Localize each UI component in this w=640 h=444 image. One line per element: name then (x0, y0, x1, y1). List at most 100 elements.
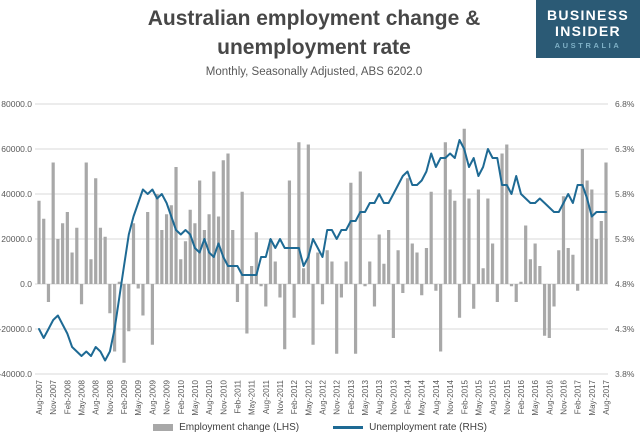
x-axis-tick-label: Nov-2011 (276, 379, 285, 414)
x-axis-tick-label: Aug-2016 (545, 379, 554, 414)
x-axis-tick-label: Aug-2012 (319, 379, 328, 414)
employment-change-bar (453, 200, 457, 284)
right-axis-tick-label: 5.8% (615, 189, 635, 199)
employment-change-bar (330, 261, 334, 284)
x-axis-tick-label: May-2014 (418, 379, 427, 415)
employment-change-bar (98, 227, 103, 284)
employment-change-bar (472, 284, 476, 309)
x-axis-tick-label: May-2009 (134, 379, 143, 415)
x-axis-tick-label: Aug-2014 (432, 379, 441, 414)
left-axis-tick-label: -20000.0 (0, 324, 32, 334)
employment-change-bar (401, 284, 405, 293)
left-axis-tick-label: 20000.0 (1, 234, 32, 244)
employment-change-bar (358, 171, 362, 284)
employment-change-bar (268, 239, 273, 284)
employment-change-bar (519, 281, 523, 284)
employment-change-bar (306, 144, 310, 284)
employment-change-bar (94, 178, 98, 284)
employment-change-bar (410, 243, 414, 284)
x-axis-tick-label: Feb-2014 (404, 379, 413, 414)
employment-change-bar (339, 284, 343, 298)
employment-change-bar (372, 284, 377, 307)
right-axis-tick-label: 5.3% (615, 234, 635, 244)
employment-change-bar (382, 263, 386, 284)
employment-change-bar (174, 167, 178, 284)
employment-change-bar (396, 250, 400, 284)
employment-change-bar (420, 284, 424, 296)
employment-change-bar (580, 149, 584, 284)
employment-change-bar (443, 142, 447, 284)
employment-change-bar (457, 284, 462, 318)
left-axis-tick-label: 40000.0 (1, 189, 32, 199)
x-axis-tick-label: Aug-2015 (489, 379, 498, 414)
bar-series-swatch-icon (153, 424, 174, 431)
employment-change-bar (127, 284, 131, 332)
employment-change-bar (405, 178, 410, 284)
employment-change-bar (231, 230, 235, 284)
x-axis-tick-label: May-2017 (588, 379, 597, 415)
employment-change-bar (61, 223, 65, 284)
employment-change-bar (254, 232, 258, 284)
employment-change-bar (278, 284, 282, 298)
employment-change-bar (325, 250, 329, 284)
x-axis-tick-label: Nov-2008 (106, 379, 115, 414)
employment-change-bar (533, 243, 537, 284)
x-axis-tick-label: Feb-2015 (460, 379, 469, 414)
x-axis-tick-label: Feb-2012 (290, 379, 299, 414)
employment-change-bar (75, 227, 79, 284)
page-subtitle: Monthly, Seasonally Adjusted, ABS 6202.0 (205, 66, 423, 78)
x-axis-tick-label: Feb-2011 (233, 379, 242, 413)
logo-text-business: BUSINESS (547, 7, 629, 23)
employment-change-bar (164, 214, 169, 284)
right-axis-tick-label: 4.3% (615, 324, 635, 334)
right-axis-tick-label: 6.3% (615, 144, 635, 154)
employment-change-bar (542, 284, 547, 336)
legend-item-employment-change: Employment change (LHS) (153, 422, 299, 433)
header: Australian employment change & unemploym… (0, 4, 628, 78)
employment-change-bar (70, 252, 74, 284)
employment-change-bar (273, 261, 277, 284)
logo-text-australia: AUSTRALIA (554, 41, 622, 50)
employment-change-bar (509, 284, 514, 287)
employment-change-bar (514, 284, 518, 302)
employment-change-bar (467, 198, 471, 284)
x-axis-tick-label: Aug-2009 (148, 379, 157, 414)
left-axis-tick-label: 0.0 (20, 279, 32, 289)
employment-change-bar (557, 250, 561, 284)
employment-change-bar (141, 284, 145, 316)
x-axis-tick-label: May-2008 (78, 379, 87, 415)
chart-legend: Employment change (LHS) Unemployment rat… (0, 422, 640, 433)
employment-change-bar (56, 239, 60, 284)
x-axis-tick-label: May-2012 (304, 379, 313, 415)
left-axis-tick-label: 60000.0 (1, 144, 32, 154)
unemployment-rate-line (38, 139, 607, 362)
employment-change-bar (245, 284, 249, 334)
employment-change-bar (297, 142, 301, 284)
employment-change-bar (259, 284, 263, 287)
employment-change-bar (524, 225, 528, 284)
right-axis-tick-label: 6.8% (615, 99, 635, 109)
employment-change-bar (37, 200, 41, 284)
employment-change-bar (448, 189, 452, 284)
employment-change-bar (146, 212, 150, 284)
employment-change-bar (89, 259, 93, 284)
employment-change-bar (179, 259, 183, 284)
employment-change-bar (486, 198, 490, 284)
employment-change-bar (476, 189, 481, 284)
employment-change-bar (117, 281, 121, 284)
employment-change-bar (287, 180, 292, 284)
left-axis-tick-label: 80000.0 (1, 99, 32, 109)
business-insider-logo: BUSINESS INSIDER AUSTRALIA (536, 0, 640, 58)
employment-change-bar (547, 284, 551, 338)
employment-change-bar (103, 236, 107, 284)
x-axis-tick-label: Feb-2010 (177, 379, 186, 414)
employment-change-bar (226, 153, 230, 284)
employment-change-bar (316, 252, 320, 284)
employment-change-bar (538, 266, 542, 284)
employment-change-bar (571, 254, 575, 284)
x-axis-tick-label: Feb-2008 (63, 379, 72, 414)
x-axis-tick-label: Aug-2011 (262, 379, 271, 414)
employment-change-bar (424, 248, 429, 284)
x-axis-tick-label: May-2016 (531, 379, 540, 415)
